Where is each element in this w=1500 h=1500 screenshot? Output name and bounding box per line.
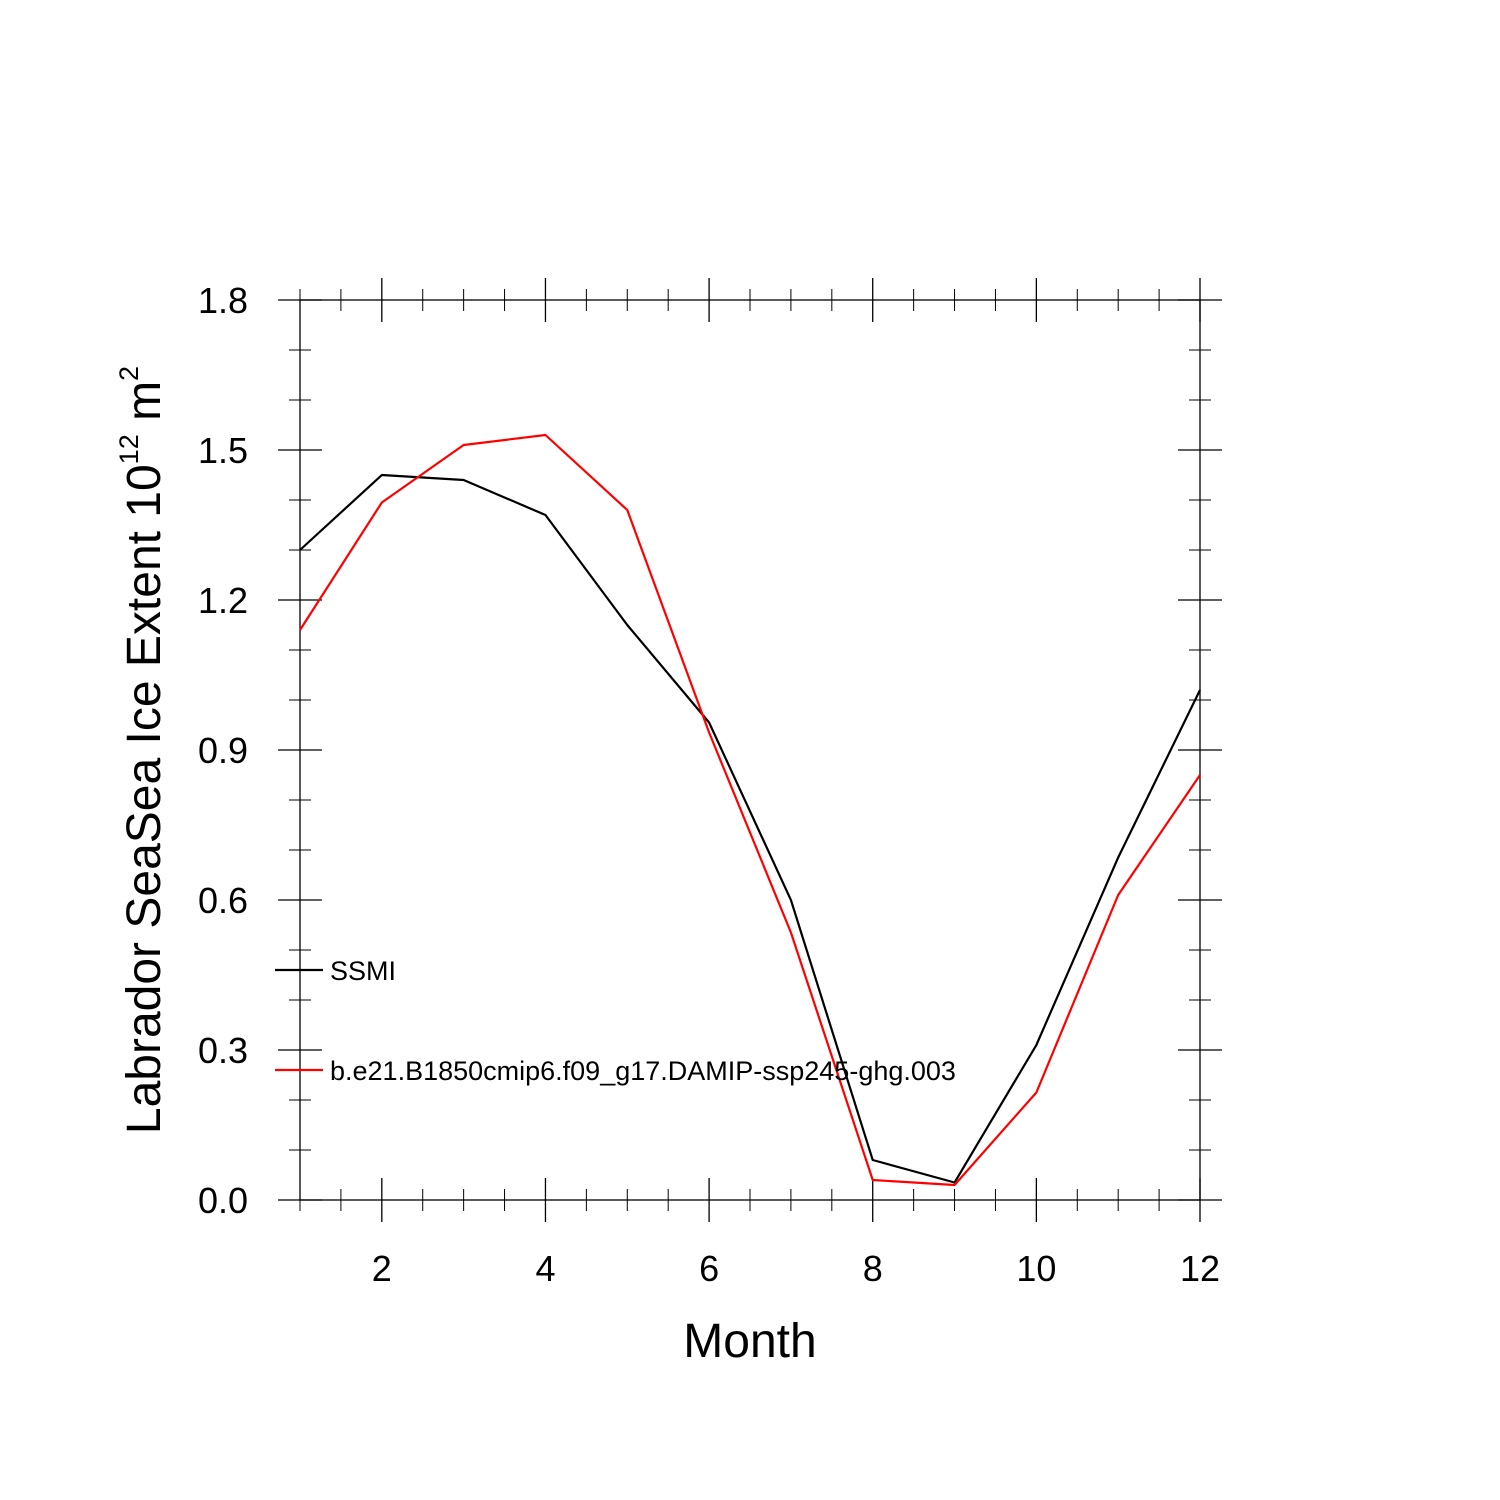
series-line-1: [299, 473, 1201, 1184]
x-axis-title: Month: [683, 1315, 816, 1368]
y-axis-title-unit-exponent: 2: [114, 366, 144, 381]
x-tick-label: 4: [535, 1248, 555, 1289]
y-axis-title: Labrador SeaSea Ice Extent 1012 m2: [114, 366, 171, 1134]
y-tick-label: 1.5: [198, 430, 248, 471]
legend: SSMI b.e21.B1850cmip6.f09_g17.DAMIP-ssp24…: [275, 956, 956, 1086]
y-tick-label: 0.6: [198, 880, 248, 921]
y-tick-label: 0.3: [198, 1030, 248, 1071]
y-axis-title-main: Labrador SeaSea Ice Extent 10: [118, 464, 171, 1134]
axes: 2 4 6 8 10 12 0.0 0.3 0.6 0.9 1.2 1.5 1.8: [198, 278, 1222, 1289]
y-axis-title-unit: m: [118, 381, 171, 434]
x-tick-label: 6: [699, 1248, 719, 1289]
y-tick-label: 1.2: [198, 580, 248, 621]
series-lines: [299, 433, 1201, 1187]
y-tick-label: 1.8: [198, 280, 248, 321]
x-tick-label: 8: [863, 1248, 883, 1289]
series-line-2: [299, 433, 1201, 1187]
x-tick-label: 2: [372, 1248, 392, 1289]
legend-label-1: SSMI: [330, 956, 396, 986]
y-axis-title-exponent: 12: [114, 434, 144, 464]
y-tick-label: 0.9: [198, 730, 248, 771]
legend-label-2: b.e21.B1850cmip6.f09_g17.DAMIP-ssp245-gh…: [330, 1056, 956, 1086]
x-tick-label: 10: [1016, 1248, 1056, 1289]
y-tick-label: 0.0: [198, 1180, 248, 1221]
x-tick-label: 12: [1180, 1248, 1220, 1289]
